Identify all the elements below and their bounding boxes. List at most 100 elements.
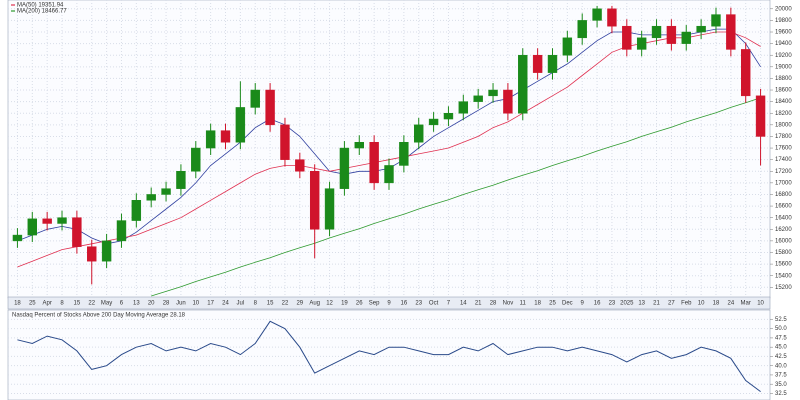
y-tick-label: 17200 [775,169,792,175]
y-tick-label: 15200 [775,285,792,291]
candle-body [354,141,364,149]
x-tick-label: 8 [254,301,258,307]
x-tick-label: 23 [609,301,616,307]
x-tick-label: Mar [741,301,751,307]
y-tick-label: 17400 [775,157,792,163]
candle-body [369,141,379,184]
x-tick-label: 17 [207,301,214,307]
x-tick-label: 16 [594,301,601,307]
candle-body [622,25,632,50]
x-tick-label: 21 [475,301,482,307]
candle-body [414,124,424,143]
candle-body [280,124,290,160]
x-tick-label: Apr [42,301,51,307]
candle-body [740,49,751,97]
legend-label: MA(50) 19351.94 [17,3,64,9]
indicator-title: Nasdaq Percent of Stocks Above 200 Day M… [12,313,186,319]
candle-body [562,37,573,56]
candle-body [205,130,216,149]
indicator-panel [7,309,771,400]
x-tick-label: 22 [282,301,289,307]
candle-body [473,95,483,102]
y-tick-label: 19800 [775,18,792,24]
candle-body [57,217,67,224]
legend-label: MA(200) 18466.77 [17,9,67,15]
x-tick-label: 20 [148,301,155,307]
x-tick-label: 15 [267,301,274,307]
candle-body [651,25,662,39]
y-tick-label: 52.5 [775,317,787,323]
candle-body [681,31,691,44]
x-tick-label: 28 [163,301,170,307]
x-tick-label: 9 [387,301,391,307]
y-tick-label: 20000 [775,6,792,12]
candle-body [42,218,52,224]
x-tick-label: 13 [638,301,645,307]
candle-body [488,89,498,97]
y-tick-label: 16400 [775,215,792,221]
candle-body [235,107,246,143]
y-tick-label: 47.5 [775,335,787,341]
x-tick-label: Feb [681,301,692,307]
candle-body [547,54,558,73]
x-tick-label: 24 [727,301,734,307]
y-tick-label: 18200 [775,111,792,117]
x-tick-label: Sep [369,301,380,307]
candle-body [161,188,171,195]
x-tick-label: 25 [29,301,36,307]
x-tick-label: 24 [222,301,229,307]
x-tick-label: 7 [447,301,451,307]
y-tick-label: 50.0 [775,326,787,332]
x-tick-label: 19 [341,301,348,307]
candle-body [755,95,766,137]
x-tick-label: 10 [698,301,705,307]
y-tick-label: 17000 [775,180,792,186]
y-tick-label: 19000 [775,64,792,70]
x-tick-label: 8 [60,301,64,307]
x-tick-label: 27 [668,301,675,307]
indicator-line [17,320,761,393]
y-tick-label: 16200 [775,227,792,233]
candle-body [711,14,721,27]
y-tick-label: 17600 [775,146,792,152]
x-tick-label: 14 [460,301,467,307]
x-tick-label: 16 [401,301,408,307]
x-tick-label: Oct [429,301,439,307]
candle-body [116,220,127,242]
x-tick-label: 18 [14,301,21,307]
candle-body [12,234,23,242]
x-tick-label: Dec [562,301,573,307]
x-tick-label: Jul [237,301,245,307]
y-tick-label: 16000 [775,238,792,244]
candle-body [384,165,394,184]
candle-body [636,37,647,50]
x-tick-label: Aug [309,301,320,307]
y-tick-label: 18600 [775,88,792,94]
x-tick-label: 15 [74,301,81,307]
y-tick-label: 37.5 [775,373,787,379]
candle-body [443,112,454,120]
candle-body [399,141,409,166]
x-tick-label: 12 [326,301,333,307]
candle-body [339,147,350,189]
x-tick-label: 22 [88,301,95,307]
x-tick-label: 28 [490,301,497,307]
x-tick-label: 29 [296,301,303,307]
candle-body [295,159,305,172]
candle-body [428,118,439,126]
price-panel [7,0,771,299]
y-tick-label: 15800 [775,250,792,256]
candle-body [577,20,587,39]
x-tick-label: 21 [653,301,660,307]
x-tick-label: 2025 [620,301,634,307]
y-tick-label: 18000 [775,122,792,128]
y-tick-label: 15400 [775,273,792,279]
candle-body [503,89,513,114]
y-tick-label: 19200 [775,53,792,59]
x-tick-label: 18 [534,301,541,307]
candle-body [518,54,528,114]
date-axis-strip [7,296,771,310]
candle-body [131,200,142,221]
x-tick-label: 25 [549,301,556,307]
